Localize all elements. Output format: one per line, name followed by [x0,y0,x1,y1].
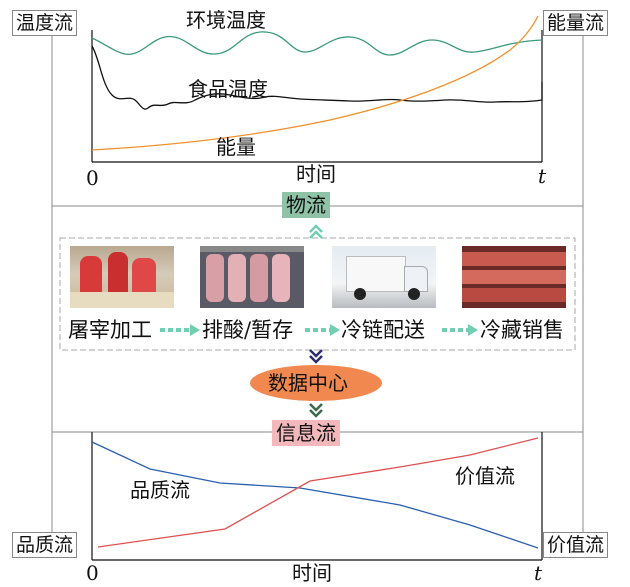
value-line [97,437,539,548]
quality-line [91,441,539,549]
stage-cold-chain: 冷链配送 [341,318,425,342]
value-flow-box: 价值流 [543,532,609,558]
information-flow-label: 信息流 [272,420,340,446]
energy-flow-box: 能量流 [543,10,609,36]
aging-photo [200,246,304,308]
truck-photo [332,246,436,308]
bottom-x-origin: 0 [86,561,99,585]
chevron-up-icon [309,224,323,239]
value-series-label: 价值流 [455,464,515,488]
quality-series-label: 品质流 [130,478,190,502]
top-x-origin: 0 [86,166,99,190]
material-flow-label: 物流 [282,192,330,218]
bottom-x-label: 时间 [292,561,332,585]
food-temp-label: 食品温度 [188,77,268,101]
quality-flow-box: 品质流 [12,532,78,558]
bottom-x-end: t [534,561,543,585]
energy-label: 能量 [216,135,256,159]
retail-photo [462,246,566,308]
env-temp-line [91,31,543,56]
food-temp-line [91,45,543,110]
stage-slaughter: 屠宰加工 [68,318,152,342]
env-temp-label: 环境温度 [186,8,266,32]
chevron-down-icon-2 [309,403,323,418]
temp-flow-box: 温度流 [12,10,78,36]
stage-retail: 冷藏销售 [480,318,564,342]
stages-box [59,237,576,351]
stage-aging: 排酸/暂存 [202,318,294,342]
chevron-down-icon [309,349,323,364]
stage-arrow-2 [305,324,340,336]
data-center-ellipse [250,365,382,401]
stage-arrow-3 [442,324,478,336]
data-center-label: 数据中心 [268,371,348,395]
top-x-end: t [538,164,547,188]
energy-line [91,15,539,151]
top-x-label: 时间 [296,162,336,186]
slaughter-photo [70,246,174,308]
stage-arrow-1 [160,324,200,336]
